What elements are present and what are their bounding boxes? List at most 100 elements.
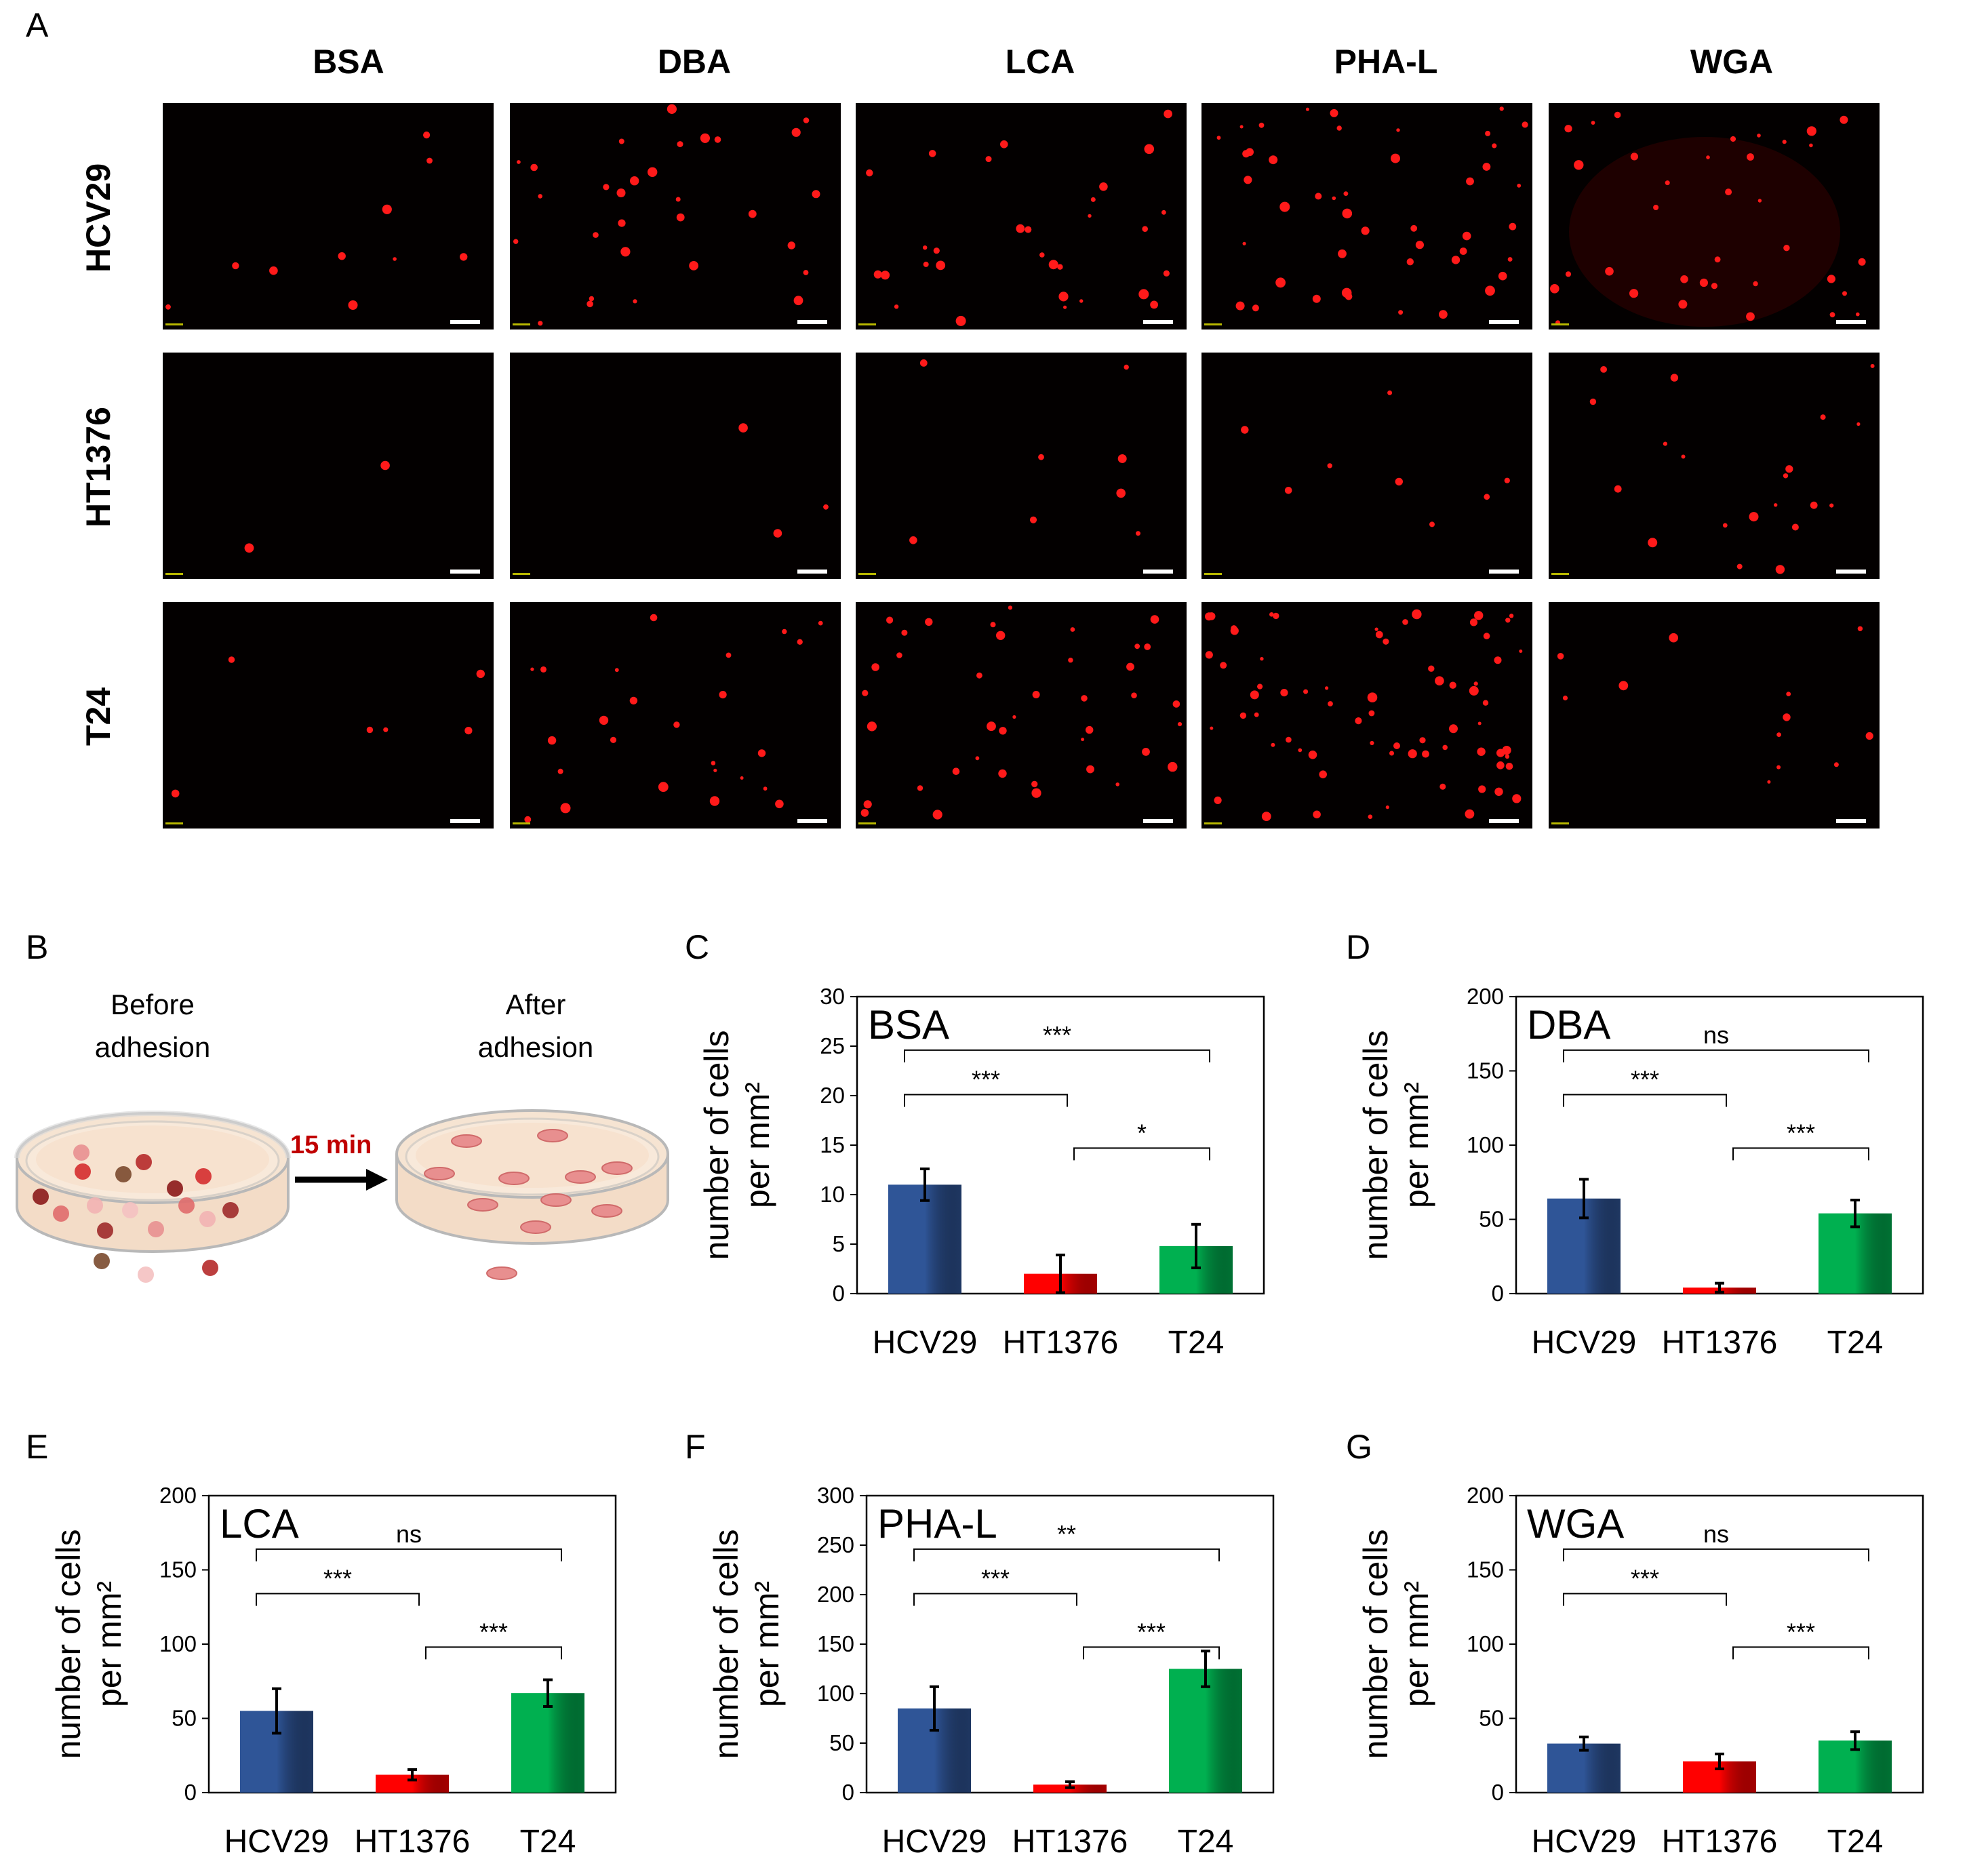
category-label-hcv29: HCV29 <box>873 1325 978 1361</box>
y-tick-label: 50 <box>1479 1706 1504 1731</box>
scale-bar <box>1143 320 1173 324</box>
significance-label: *** <box>972 1066 1000 1094</box>
scale-caption-mark <box>1551 323 1569 325</box>
significance-label: *** <box>1137 1618 1166 1645</box>
bar-shading-t24 <box>511 1693 584 1793</box>
scale-bar <box>1836 570 1866 574</box>
y-tick-label: 200 <box>159 1483 197 1508</box>
scale-bar <box>1836 819 1866 823</box>
micrograph-ht1376-lca <box>856 353 1187 579</box>
scale-caption-mark <box>1204 573 1222 575</box>
scale-bar <box>1489 819 1519 823</box>
y-tick-label: 20 <box>820 1083 845 1108</box>
significance-bracket <box>913 1593 1077 1606</box>
scale-bar <box>450 819 480 823</box>
before-adhesion-label: Before adhesion <box>94 989 211 1063</box>
category-label-t24: T24 <box>1178 1824 1234 1860</box>
significance-bracket <box>1563 1548 1869 1561</box>
scale-caption-mark <box>165 822 183 824</box>
significance-bracket <box>904 1049 1210 1062</box>
scale-caption-mark <box>858 323 876 325</box>
scale-bar <box>450 570 480 574</box>
significance-bracket <box>1732 1646 1869 1660</box>
scale-caption-mark <box>1204 323 1222 325</box>
panel-d-letter: D <box>1346 928 1371 966</box>
chart-title: PHA-L <box>877 1501 997 1546</box>
category-label-t24: T24 <box>1827 1824 1884 1860</box>
panel-g-letter: G <box>1346 1428 1372 1466</box>
significance-bracket <box>913 1548 1220 1561</box>
y-tick-label: 150 <box>817 1631 854 1656</box>
significance-bracket <box>1083 1646 1220 1660</box>
bar-shading-hcv29 <box>1547 1743 1621 1793</box>
y-tick-label: 50 <box>829 1730 854 1755</box>
scale-bar <box>1836 320 1866 324</box>
bar-shading-t24 <box>1169 1669 1242 1793</box>
y-axis-label-line-1: number of cells <box>1357 1529 1395 1759</box>
significance-label: *** <box>981 1565 1010 1593</box>
significance-label: *** <box>1043 1021 1071 1049</box>
y-tick-label: 200 <box>817 1582 854 1607</box>
y-tick-label: 150 <box>1467 1058 1504 1083</box>
y-tick-label: 100 <box>1467 1631 1504 1656</box>
scale-bar <box>797 570 827 574</box>
y-tick-label: 100 <box>159 1631 197 1656</box>
scale-caption-mark <box>165 573 183 575</box>
significance-label: ns <box>1703 1520 1729 1548</box>
scale-bar <box>450 320 480 324</box>
micrograph-t24-wga <box>1549 602 1880 829</box>
y-axis-label-line-2: per mm² <box>738 1082 776 1208</box>
significance-label: *** <box>479 1618 508 1645</box>
scale-caption-mark <box>1204 822 1222 824</box>
y-tick-label: 250 <box>817 1532 854 1557</box>
significance-bracket <box>425 1646 562 1660</box>
micrograph-ht1376-pha-l <box>1201 353 1532 579</box>
significance-label: ** <box>1057 1520 1076 1548</box>
significance-label: *** <box>1631 1066 1659 1094</box>
suspended-cells <box>33 1144 239 1283</box>
micrograph-t24-lca <box>856 602 1187 829</box>
significance-bracket <box>1563 1094 1727 1107</box>
column-header-lca: LCA <box>1005 43 1075 81</box>
panel-e-letter: E <box>26 1428 49 1466</box>
significance-label: ns <box>396 1520 422 1548</box>
column-header-wga: WGA <box>1690 43 1774 81</box>
category-label-hcv29: HCV29 <box>1532 1824 1637 1860</box>
category-label-ht1376: HT1376 <box>1662 1824 1778 1860</box>
adhered-cells <box>424 1129 633 1280</box>
scale-caption-mark <box>1551 822 1569 824</box>
significance-label: *** <box>1787 1119 1815 1146</box>
significance-bracket <box>256 1548 562 1561</box>
category-label-hcv29: HCV29 <box>1532 1325 1637 1361</box>
scale-caption-mark <box>513 573 530 575</box>
category-label-t24: T24 <box>1827 1325 1884 1361</box>
scale-bar <box>1143 819 1173 823</box>
incubation-time-label: 15 min <box>290 1131 372 1159</box>
y-tick-label: 200 <box>1467 1483 1504 1508</box>
scale-bar <box>1489 570 1519 574</box>
scale-caption-mark <box>513 822 530 824</box>
y-tick-label: 0 <box>1492 1281 1504 1306</box>
category-label-hcv29: HCV29 <box>224 1824 330 1860</box>
scale-bar <box>797 320 827 324</box>
y-tick-label: 100 <box>817 1681 854 1706</box>
y-axis-label-line-2: per mm² <box>748 1581 786 1707</box>
y-tick-label: 150 <box>159 1557 197 1582</box>
category-label-t24: T24 <box>520 1824 576 1860</box>
significance-bracket <box>1732 1147 1869 1161</box>
scale-caption-mark <box>858 822 876 824</box>
significance-bracket <box>1563 1593 1727 1606</box>
y-axis-label-line-2: per mm² <box>1397 1581 1435 1707</box>
category-label-ht1376: HT1376 <box>1012 1824 1128 1860</box>
row-header-ht1376: HT1376 <box>79 407 117 527</box>
y-axis-label-line-2: per mm² <box>1397 1082 1435 1208</box>
significance-label: *** <box>323 1565 352 1593</box>
y-tick-label: 100 <box>1467 1132 1504 1157</box>
micrograph-hcv29-wga <box>1549 103 1880 330</box>
y-axis-label-line-1: number of cells <box>698 1030 736 1260</box>
chart-title: DBA <box>1527 1002 1610 1047</box>
chart-title: BSA <box>868 1002 949 1047</box>
row-header-hcv29: HCV29 <box>79 163 117 273</box>
category-label-ht1376: HT1376 <box>1003 1325 1119 1361</box>
